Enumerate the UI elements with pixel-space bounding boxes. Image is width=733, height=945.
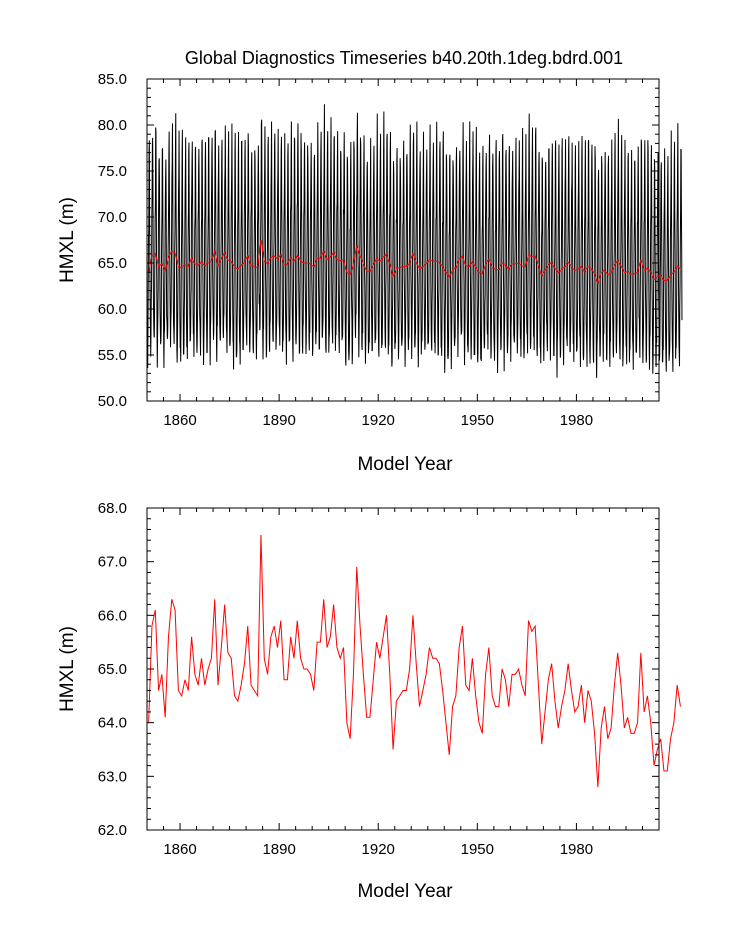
y-tick-label: 62.0 xyxy=(98,822,127,839)
annual-mean-line-top xyxy=(148,239,681,285)
y-tick-label: 67.0 xyxy=(98,554,127,571)
x-tick-label: 1860 xyxy=(163,841,196,858)
bottom-y-axis-label: HMXL (m) xyxy=(57,626,78,712)
x-tick-label: 1890 xyxy=(262,841,295,858)
y-tick-label: 65.0 xyxy=(98,255,127,272)
annual-mean-line-bottom xyxy=(148,534,681,788)
y-tick-label: 66.0 xyxy=(98,607,127,624)
x-tick-label: 1950 xyxy=(461,841,494,858)
y-tick-label: 60.0 xyxy=(98,301,127,318)
x-tick-label: 1950 xyxy=(461,412,494,429)
y-tick-label: 68.0 xyxy=(98,500,127,517)
x-tick-label: 1980 xyxy=(560,412,593,429)
monthly-series-line xyxy=(146,104,683,378)
annual-mean-series-bottom xyxy=(148,534,681,788)
top-ticks: 1860 1890 1920 1950 1980 50.0 55.0 60.0 65.0 70.0… xyxy=(98,71,660,429)
chart-title: Global Diagnostics Timeseries b40.20th.1… xyxy=(185,48,623,68)
bottom-plot-frame xyxy=(146,507,660,831)
x-tick-label: 1920 xyxy=(362,841,395,858)
top-plot-frame xyxy=(146,78,660,402)
y-tick-label: 80.0 xyxy=(98,117,127,134)
y-tick-label: 75.0 xyxy=(98,163,127,180)
y-tick-label: 65.0 xyxy=(98,661,127,678)
y-tick-label: 63.0 xyxy=(98,768,127,785)
y-tick-label: 85.0 xyxy=(98,71,127,88)
top-y-axis-label: HMXL (m) xyxy=(57,197,78,283)
y-tick-label: 50.0 xyxy=(98,393,127,410)
top-panel: 1860 1890 1920 1950 1980 50.0 55.0 60.0 65.0 70.0… xyxy=(57,71,683,475)
bottom-panel: 1860 1890 1920 1950 1980 62.0 63.0 64.0 65.0 66.0… xyxy=(57,500,681,902)
annual-mean-series-top xyxy=(148,239,681,285)
monthly-series xyxy=(146,104,683,378)
bottom-ticks: 1860 1890 1920 1950 1980 62.0 63.0 64.0 65.0 66.0… xyxy=(98,500,660,858)
y-tick-label: 55.0 xyxy=(98,347,127,364)
x-tick-label: 1920 xyxy=(362,412,395,429)
x-tick-label: 1890 xyxy=(262,412,295,429)
y-tick-label: 64.0 xyxy=(98,715,127,732)
bottom-x-axis-label: Model Year xyxy=(357,881,453,902)
x-tick-label: 1860 xyxy=(163,412,196,429)
y-tick-label: 70.0 xyxy=(98,209,127,226)
top-x-axis-label: Model Year xyxy=(357,454,453,475)
x-tick-label: 1980 xyxy=(560,841,593,858)
